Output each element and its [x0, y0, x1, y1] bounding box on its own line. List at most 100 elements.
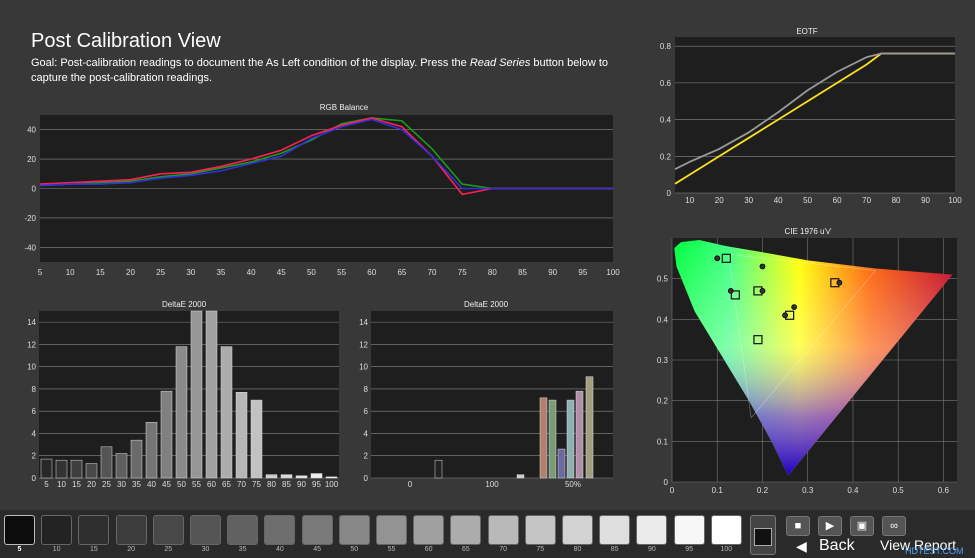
- rgb-y-tick: 20: [27, 155, 36, 164]
- deltae-gray-chart: DeltaE 2000 5 10 15 20 25 30 35 40 45 50 55 60 65 70 7…: [27, 300, 339, 489]
- eotf-y-tick: 0.6: [660, 79, 672, 88]
- rgb-x-tick: 45: [277, 268, 286, 277]
- rgb-y-tick: -20: [24, 214, 36, 223]
- rgb-x-tick: 85: [518, 268, 527, 277]
- save-icon: ▣: [856, 520, 868, 532]
- gray-swatch-label: 15: [89, 546, 98, 553]
- gray-swatch[interactable]: [487, 515, 519, 545]
- gray-swatch[interactable]: [673, 515, 705, 545]
- eotf-title: EOTF: [796, 27, 817, 36]
- rgb-x-tick: 20: [126, 268, 135, 277]
- cie-locus-shade: [674, 240, 953, 476]
- dg-x-tick: 10: [57, 480, 66, 489]
- dg-y-tick: 12: [27, 340, 36, 349]
- gray-swatch[interactable]: [301, 515, 333, 545]
- dg-bar: [190, 310, 203, 479]
- gray-swatch[interactable]: [599, 515, 631, 545]
- page-title: Post Calibration View: [31, 30, 221, 52]
- goal-text: Goal: Post-calibration readings to docum…: [31, 57, 609, 84]
- cie-y-tick: 0.3: [657, 356, 669, 365]
- rgb-x-tick: 60: [367, 268, 376, 277]
- view-report-button[interactable]: View Report: [880, 537, 957, 553]
- dg-bar: [310, 473, 323, 479]
- swatch-preview-icon: [754, 528, 772, 546]
- rgb-x-tick: 95: [578, 268, 587, 277]
- eotf-chart: EOTF 10 20 30 40 50 60 70 80 90 100 0.8 0.6 0.4 0.2 0: [660, 27, 962, 205]
- rgb-x-tick: 30: [186, 268, 195, 277]
- gray-swatch[interactable]: [338, 515, 370, 545]
- play-button[interactable]: ▶: [818, 516, 842, 536]
- gray-swatch[interactable]: [264, 515, 296, 545]
- dg-bar: [280, 474, 293, 479]
- gray-swatch[interactable]: [190, 515, 221, 545]
- deltae-gray-title: DeltaE 2000: [162, 300, 207, 309]
- stop-icon: ■: [794, 520, 802, 532]
- cie-target-square: [721, 253, 731, 263]
- dg-bar: [205, 310, 218, 479]
- save-button[interactable]: ▣: [850, 516, 874, 536]
- eotf-x-tick: 10: [685, 196, 694, 205]
- dg-bar: [325, 476, 338, 479]
- eotf-x-tick: 30: [744, 196, 753, 205]
- cie-measured-point: [727, 287, 734, 294]
- gray-swatch[interactable]: [450, 515, 482, 545]
- deltae-color-chart: DeltaE 2000 0 100 50% 14 12 10 8 6 4 2 0: [359, 300, 613, 489]
- cie-target-square: [753, 335, 763, 345]
- dg-bar: [55, 459, 68, 479]
- gray-swatch[interactable]: [376, 515, 407, 545]
- gray-swatch-label: 95: [685, 546, 693, 553]
- dc-bar: [575, 390, 584, 479]
- dg-bar: [250, 399, 263, 479]
- cie-y-tick: 0.4: [657, 315, 669, 324]
- read-series-button[interactable]: [750, 515, 776, 555]
- gray-swatch[interactable]: [41, 515, 73, 545]
- gray-swatch[interactable]: [562, 515, 593, 545]
- dg-y-tick: 10: [27, 363, 36, 372]
- eotf-x-tick: 70: [862, 196, 871, 205]
- cie-title: CIE 1976 u'v': [784, 227, 832, 236]
- gray-swatch[interactable]: [4, 515, 35, 545]
- gray-swatch[interactable]: [152, 515, 184, 545]
- dg-x-tick: 80: [267, 480, 276, 489]
- eotf-y-tick: 0.4: [660, 116, 672, 125]
- eotf-series-line-1: [674, 52, 955, 170]
- dc-bar: [434, 459, 443, 479]
- dg-bar: [220, 346, 233, 479]
- dg-bar: [295, 475, 308, 479]
- gray-swatch-label: 55: [387, 546, 396, 553]
- cie-gamut-triangle: [728, 253, 877, 419]
- dg-bar: [40, 458, 53, 479]
- rgb-x-tick: 75: [458, 268, 467, 277]
- gray-swatch[interactable]: [636, 515, 668, 545]
- cie-measured-point: [759, 287, 766, 294]
- eotf-x-tick: 100: [948, 196, 962, 205]
- dc-bar: [585, 376, 594, 479]
- rgb-x-tick: 80: [488, 268, 497, 277]
- back-arrow-icon[interactable]: ◀: [796, 538, 807, 554]
- dc-y-tick: 10: [359, 363, 368, 372]
- cie-target-square: [730, 290, 740, 300]
- loop-button[interactable]: ∞: [882, 516, 906, 536]
- gray-swatch[interactable]: [115, 515, 147, 545]
- gray-swatch-label: 5: [17, 546, 22, 553]
- watermark-logo: HDTEST.COM: [905, 546, 964, 556]
- stop-button[interactable]: ■: [786, 516, 810, 536]
- gray-swatch[interactable]: [413, 515, 445, 545]
- gray-swatch[interactable]: [524, 515, 556, 545]
- play-icon: ▶: [825, 520, 835, 532]
- gray-swatch[interactable]: [227, 515, 259, 545]
- deltae-color-title: DeltaE 2000: [464, 300, 509, 309]
- gray-swatch-label: 20: [127, 546, 135, 553]
- cie-y-tick: 0.5: [657, 275, 669, 284]
- rgb-x-tick: 50: [307, 268, 316, 277]
- rgb-x-tick: 55: [337, 268, 346, 277]
- gray-swatch[interactable]: [78, 515, 110, 545]
- dc-bar: [548, 399, 557, 479]
- dc-y-tick: 14: [359, 318, 368, 327]
- cie-x-tick: 0.2: [757, 486, 769, 495]
- dg-y-tick: 0: [32, 474, 37, 483]
- back-button[interactable]: Back: [819, 537, 855, 554]
- dg-x-tick: 5: [44, 480, 49, 489]
- gray-swatch[interactable]: [710, 515, 742, 545]
- eotf-x-tick: 40: [774, 196, 783, 205]
